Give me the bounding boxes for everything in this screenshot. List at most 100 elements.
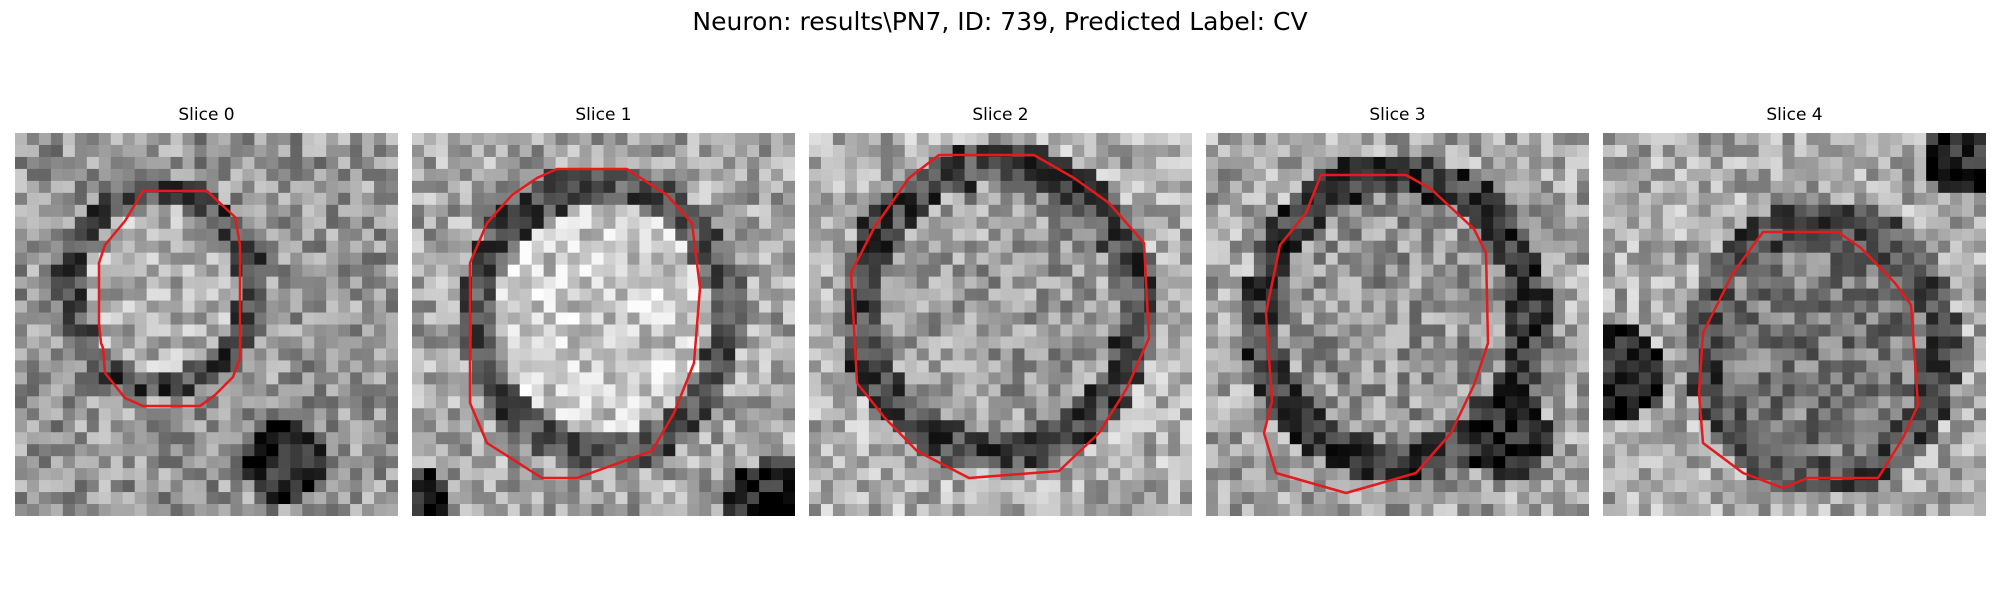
pixel-cell (603, 144, 617, 158)
pixel-cell (1686, 240, 1700, 254)
pixel-cell (1842, 420, 1855, 433)
pixel-cell (519, 264, 533, 278)
pixel-cell (1902, 180, 1915, 194)
pixel-cell (1433, 408, 1446, 421)
pixel-cell (832, 444, 846, 457)
pixel-cell (1794, 396, 1808, 409)
pixel-cell (386, 408, 398, 421)
pixel-cell (1120, 408, 1133, 421)
pixel-cell (952, 264, 966, 278)
pixel-cell (110, 324, 124, 338)
pixel-cell (663, 408, 676, 421)
pixel-cell (1914, 348, 1927, 362)
pixel-cell (699, 144, 712, 158)
pixel-cell (423, 468, 437, 481)
pixel-cell (651, 492, 664, 505)
pixel-cell (1818, 432, 1832, 445)
pixel-cell (146, 312, 160, 326)
pixel-cell (74, 144, 88, 158)
pixel-cell (1553, 432, 1566, 445)
pixel-cell (1361, 432, 1375, 445)
pixel-cell (471, 288, 485, 302)
pixel-cell (783, 228, 795, 242)
pixel-cell (338, 252, 351, 266)
pixel-cell (1108, 180, 1121, 194)
pixel-cell (1529, 144, 1542, 158)
pixel-cell (459, 228, 473, 242)
pixel-cell (591, 204, 605, 218)
pixel-cell (868, 348, 882, 362)
pixel-cell (38, 300, 52, 314)
pixel-cell (1541, 228, 1554, 242)
pixel-cell (615, 492, 629, 505)
pixel-cell (1938, 276, 1951, 290)
pixel-cell (1421, 456, 1435, 469)
pixel-cell (122, 300, 136, 314)
pixel-cell (663, 348, 676, 362)
pixel-cell (1493, 456, 1506, 469)
pixel-cell (723, 276, 736, 290)
pixel-cell (1409, 144, 1423, 158)
pixel-cell (904, 264, 918, 278)
pixel-cell (471, 252, 485, 266)
pixel-cell (412, 144, 425, 158)
pixel-cell (194, 168, 208, 182)
pixel-cell (1962, 180, 1975, 194)
pixel-cell (976, 156, 990, 170)
pixel-cell (1890, 408, 1903, 421)
pixel-cell (1794, 156, 1808, 170)
pixel-cell (1565, 444, 1578, 457)
pixel-cell (1060, 288, 1073, 302)
pixel-cell (1469, 336, 1482, 350)
pixel-cell (928, 492, 942, 505)
pixel-cell (62, 156, 76, 170)
pixel-cell (1529, 180, 1542, 194)
pixel-cell (1229, 408, 1243, 421)
pixel-cell (1902, 336, 1915, 350)
pixel-cell (579, 264, 593, 278)
pixel-cell (531, 348, 545, 362)
pixel-cell (158, 456, 172, 469)
pixel-cell (1626, 252, 1640, 266)
pixel-cell (868, 432, 882, 445)
pixel-cell (1241, 228, 1255, 242)
pixel-cell (1517, 396, 1530, 409)
pixel-cell (1603, 180, 1616, 194)
pixel-cell (639, 144, 652, 158)
pixel-cell (1674, 456, 1688, 469)
pixel-cell (1036, 444, 1049, 457)
pixel-cell (1662, 444, 1676, 457)
pixel-cell (844, 432, 858, 445)
pixel-cell (435, 480, 449, 493)
pixel-cell (1577, 420, 1589, 433)
pixel-cell (699, 264, 712, 278)
pixel-cell (1577, 300, 1589, 314)
pixel-cell (1168, 348, 1181, 362)
pixel-cell (26, 408, 40, 421)
pixel-cell (651, 240, 664, 254)
pixel-cell (880, 216, 894, 230)
pixel-cell (1168, 300, 1181, 314)
pixel-cell (1373, 432, 1387, 445)
pixel-cell (146, 228, 160, 242)
pixel-cell (844, 144, 858, 158)
pixel-cell (412, 192, 425, 206)
pixel-cell (1168, 360, 1181, 373)
pixel-cell (447, 468, 461, 481)
pixel-cell (832, 360, 846, 373)
pixel-cell (1493, 372, 1506, 385)
pixel-cell (844, 216, 858, 230)
pixel-cell (194, 468, 208, 481)
pixel-cell (687, 336, 700, 350)
pixel-cell (1878, 240, 1891, 254)
pixel-cell (302, 324, 315, 338)
pixel-cell (1866, 372, 1879, 385)
pixel-cell (1746, 216, 1760, 230)
pixel-cell (423, 216, 437, 230)
pixel-cell (663, 444, 676, 457)
pixel-cell (26, 312, 40, 326)
pixel-cell (1674, 444, 1688, 457)
pixel-cell (856, 372, 870, 385)
pixel-cell (1325, 444, 1339, 457)
pixel-cell (1457, 192, 1470, 206)
